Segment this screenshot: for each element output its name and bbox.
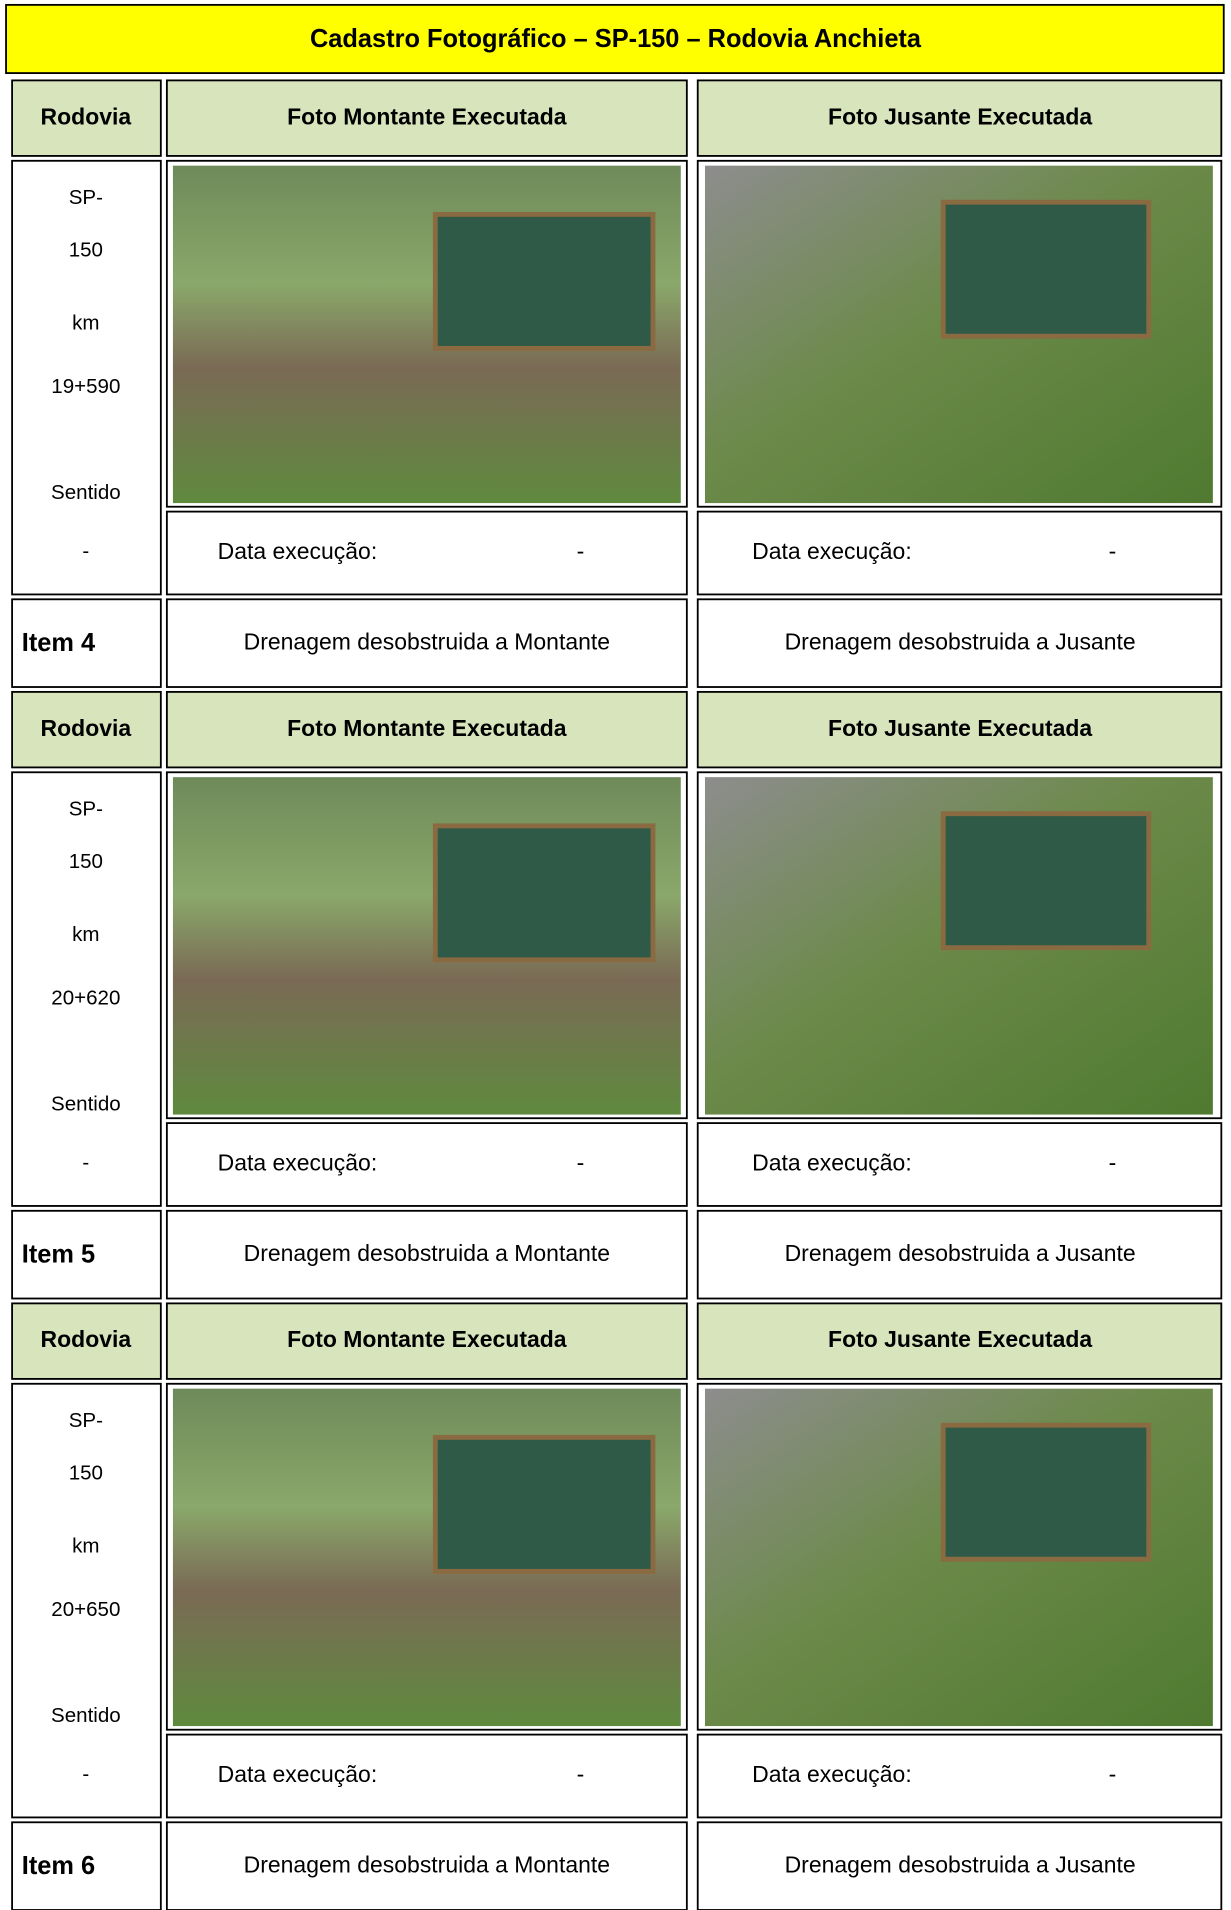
title: Cadastro Fotográfico – SP-150 – Rodovia … [310,25,922,53]
header-cell: Rodovia [41,715,132,741]
location-text: 150 [69,238,103,261]
location-text: km [72,1534,99,1557]
location-text: SP- [69,186,103,209]
location-text: 150 [69,1461,103,1484]
cell [696,79,1223,157]
header-cell: Foto Montante Executada [287,715,567,741]
location-text: Sentido [51,1704,121,1727]
cell [696,1733,1223,1819]
item-label: Item 6 [22,1852,95,1880]
header-cell: Rodovia [41,1326,132,1352]
cell [696,1821,1223,1910]
cell [165,1209,688,1300]
photo-sign [432,211,656,351]
header-cell: Foto Jusante Executada [828,103,1092,129]
photo-sign [432,1434,656,1574]
cell [696,598,1223,688]
cell [11,79,162,157]
location-text: - [82,1151,89,1174]
location-text: Sentido [51,1092,121,1115]
cell [696,690,1223,769]
date-value: - [577,1761,585,1787]
header-cell: Rodovia [41,103,132,129]
date-value: - [577,538,585,564]
location-text: SP- [69,1409,103,1432]
photo-sign [940,1422,1152,1562]
cell [165,1821,688,1910]
cell [11,159,162,596]
cell [11,771,162,1207]
location-text: 20+650 [51,1598,120,1621]
cell [165,79,688,157]
location-text: - [82,1762,89,1785]
caption: Drenagem desobstruida a Montante [244,1240,610,1266]
caption: Drenagem desobstruida a Jusante [785,1851,1136,1877]
header-cell: Foto Montante Executada [287,103,567,129]
date-label: Data execução: [752,538,912,564]
photo-sign [940,199,1152,339]
photo-sign [940,811,1152,951]
item-label: Item 4 [22,629,96,657]
date-label: Data execução: [218,1761,378,1787]
location-text: km [72,923,99,946]
cell [11,1209,162,1300]
date-value: - [577,1150,585,1176]
item-label: Item 5 [22,1241,95,1269]
date-label: Data execução: [218,538,378,564]
caption: Drenagem desobstruida a Jusante [785,628,1136,654]
cell [165,690,688,769]
location-text: 150 [69,850,103,873]
cell [165,598,688,688]
header-cell: Foto Montante Executada [287,1326,567,1352]
date-value: - [1109,538,1117,564]
date-label: Data execução: [752,1761,912,1787]
caption: Drenagem desobstruida a Montante [244,628,610,654]
date-label: Data execução: [218,1150,378,1176]
cell [165,1122,688,1207]
cell [11,690,162,769]
location-text: Sentido [51,481,121,504]
cell [11,1302,162,1380]
header-cell: Foto Jusante Executada [828,715,1092,741]
location-text: km [72,311,99,334]
cell [696,510,1223,596]
caption: Drenagem desobstruida a Jusante [785,1240,1136,1266]
photo-sign [432,823,656,963]
location-text: 19+590 [51,375,120,398]
date-value: - [1109,1150,1117,1176]
header-cell: Foto Jusante Executada [828,1326,1092,1352]
cell [11,1382,162,1819]
date-label: Data execução: [752,1150,912,1176]
cell [696,1302,1223,1380]
cell [165,510,688,596]
location-text: 20+620 [51,986,120,1009]
location-text: - [82,539,89,562]
date-value: - [1109,1761,1117,1787]
cell [165,1302,688,1380]
caption: Drenagem desobstruida a Montante [244,1851,610,1877]
cell [696,1122,1223,1207]
location-text: SP- [69,797,103,820]
cell [165,1733,688,1819]
cell [696,1209,1223,1300]
cell [11,1821,162,1910]
cell [11,598,162,688]
title-bar [5,3,1225,75]
